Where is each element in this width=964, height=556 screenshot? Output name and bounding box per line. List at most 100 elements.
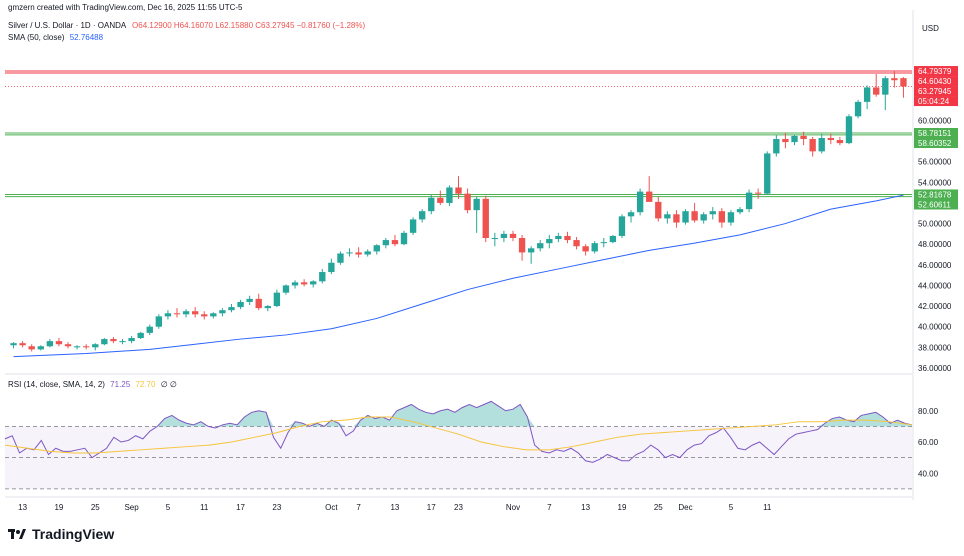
- price-tick-label: 46.00000: [918, 261, 952, 270]
- candle-body: [28, 346, 35, 350]
- candle-body: [191, 311, 199, 315]
- time-axis-label: 19: [618, 503, 627, 512]
- candle: [845, 114, 853, 145]
- candle-body: [101, 339, 108, 345]
- sma-legend[interactable]: SMA (50, close) 52.76488: [8, 33, 103, 42]
- rsi-legend[interactable]: RSI (14, close, SMA, 14, 2) 71.25 72.70 …: [8, 380, 177, 389]
- candle: [691, 202, 698, 223]
- candle: [809, 136, 816, 157]
- rsi-ma-legend-value: 72.70: [135, 380, 156, 389]
- price-ticks: 36.00000 38.00000 40.00000 42.00000 44.00000…: [918, 116, 952, 373]
- time-axis-label: 23: [272, 503, 281, 512]
- candle-body: [773, 139, 780, 154]
- candle-body: [46, 341, 54, 347]
- candle-body: [328, 262, 335, 273]
- currency-label: USD: [922, 24, 939, 33]
- price-tick-label: 38.00000: [918, 343, 952, 352]
- price-axis-label: 52.81678: [914, 189, 958, 200]
- candle-body: [155, 316, 163, 327]
- candle-body: [337, 253, 344, 263]
- rsi-tick-label: 60.00: [918, 438, 939, 447]
- candle: [137, 331, 144, 340]
- candle-body: [564, 235, 571, 241]
- candle: [282, 284, 290, 295]
- candle-body: [437, 197, 444, 203]
- candle: [446, 185, 453, 207]
- time-axis-label: 23: [454, 503, 463, 512]
- candle-body: [37, 346, 44, 350]
- candle-body: [736, 209, 744, 213]
- candle: [210, 312, 217, 319]
- candle: [128, 335, 135, 344]
- candle-body: [19, 343, 26, 346]
- candle: [246, 295, 253, 306]
- time-axis-label: 13: [390, 503, 399, 512]
- candle-body: [310, 281, 317, 285]
- candle: [346, 248, 353, 257]
- time-axis-label: 17: [236, 503, 245, 512]
- price-axis-label: 64.60430: [914, 76, 958, 87]
- candle: [773, 134, 780, 157]
- time-axis-labels: 13 19 25 Sep 5 11 17 23 Oct 7 13 17 23 Nov 7 13 19 25 Dec 5…: [18, 503, 772, 512]
- rsi-overbought-fill: [5, 401, 912, 427]
- candle: [736, 207, 744, 215]
- candle: [800, 131, 807, 146]
- candle-body: [745, 192, 753, 210]
- candle-body: [509, 233, 517, 238]
- candle: [146, 324, 153, 335]
- time-axis-label: Nov: [506, 503, 520, 512]
- candle-body: [709, 211, 716, 215]
- candle: [546, 234, 553, 249]
- candle-body: [664, 214, 671, 219]
- candle: [745, 189, 753, 213]
- candle: [328, 258, 335, 275]
- tradingview-logo[interactable]: TradingView: [8, 526, 114, 542]
- candle-body: [627, 212, 635, 217]
- candle-body: [818, 137, 825, 152]
- candle: [627, 210, 635, 223]
- candle: [255, 293, 262, 311]
- candle-body: [219, 310, 226, 314]
- candle-body: [882, 78, 889, 95]
- price-axis-label-box: [914, 96, 958, 107]
- candle-body: [273, 292, 281, 307]
- candles: [10, 70, 907, 352]
- candle-body: [246, 298, 253, 302]
- candle-body: [700, 214, 707, 221]
- candle-body: [464, 193, 471, 211]
- price-axis-label-text: 58.60352: [918, 139, 952, 148]
- candle: [237, 299, 244, 310]
- candle: [101, 338, 108, 346]
- time-axis-label: 11: [200, 503, 209, 512]
- candle: [791, 134, 798, 146]
- price-axis-label: 63.27945: [914, 86, 958, 97]
- candle-body: [473, 198, 480, 211]
- candle: [400, 230, 408, 246]
- price-axis-label-box: [914, 138, 958, 149]
- candle: [28, 344, 35, 352]
- candle-body: [636, 191, 644, 213]
- candle: [155, 314, 163, 329]
- candle-body: [137, 332, 144, 339]
- candle-body: [609, 235, 617, 243]
- candle-body: [210, 313, 217, 317]
- rsi-ma-line: [4, 416, 913, 454]
- candle-body: [264, 306, 271, 309]
- price-tick-label: 48.00000: [918, 240, 952, 249]
- rsi-tick-label: 40.00: [918, 469, 939, 478]
- candle: [110, 337, 117, 344]
- symbol-name: Silver / U.S. Dollar · 1D · OANDA: [8, 21, 126, 30]
- candle: [591, 241, 598, 254]
- candle: [201, 311, 208, 320]
- price-tick-label: 56.00000: [918, 158, 952, 167]
- sma-legend-label: SMA (50, close): [8, 33, 65, 42]
- candle: [600, 238, 607, 248]
- candle-body: [500, 233, 508, 238]
- candle: [55, 338, 63, 347]
- candle: [92, 343, 99, 351]
- candle-body: [854, 101, 862, 117]
- candle: [655, 196, 662, 222]
- candle: [636, 188, 644, 216]
